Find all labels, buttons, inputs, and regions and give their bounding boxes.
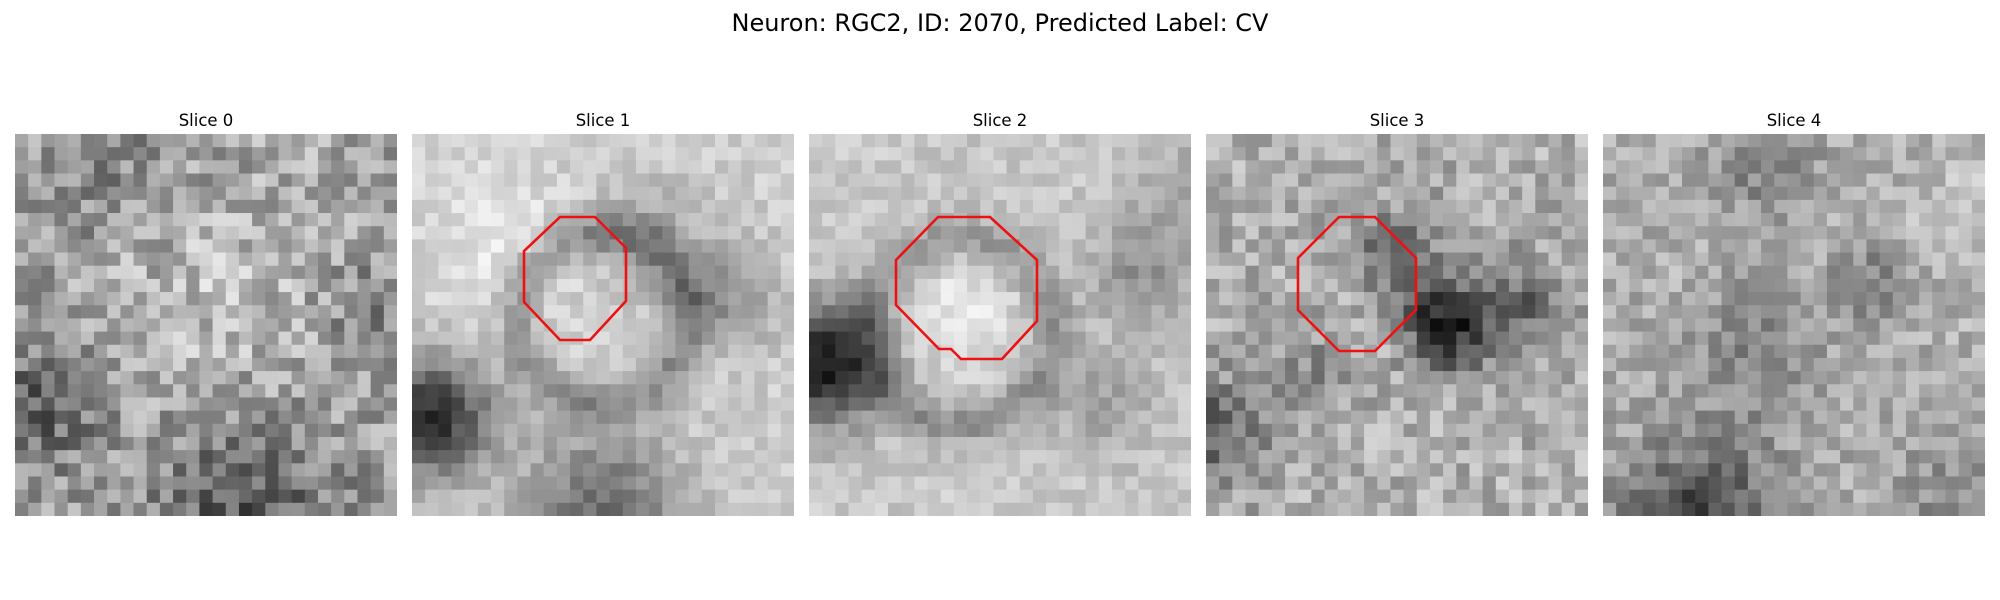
slice-image	[809, 134, 1191, 516]
panel-title: Slice 3	[1369, 111, 1425, 130]
figure-title: Neuron: RGC2, ID: 2070, Predicted Label:…	[731, 9, 1269, 37]
cell-contour	[522, 215, 628, 342]
slice-image	[15, 134, 397, 516]
panel-title: Slice 2	[972, 111, 1028, 130]
slice-image	[1206, 134, 1588, 516]
panel-title: Slice 0	[178, 111, 234, 130]
panel-title: Slice 4	[1766, 111, 1822, 130]
slice-image	[1603, 134, 1985, 516]
cell-contour	[1296, 215, 1418, 353]
cell-contour	[894, 215, 1039, 361]
slice-image	[412, 134, 794, 516]
panel-title: Slice 1	[575, 111, 631, 130]
